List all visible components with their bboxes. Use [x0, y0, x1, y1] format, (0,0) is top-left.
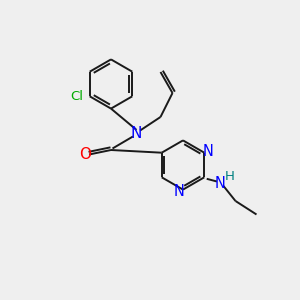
Text: N: N	[215, 176, 226, 190]
Text: N: N	[174, 184, 185, 199]
Text: H: H	[225, 170, 235, 184]
Text: N: N	[202, 144, 213, 159]
Text: O: O	[80, 147, 92, 162]
Text: N: N	[131, 126, 142, 141]
Text: Cl: Cl	[70, 90, 83, 103]
